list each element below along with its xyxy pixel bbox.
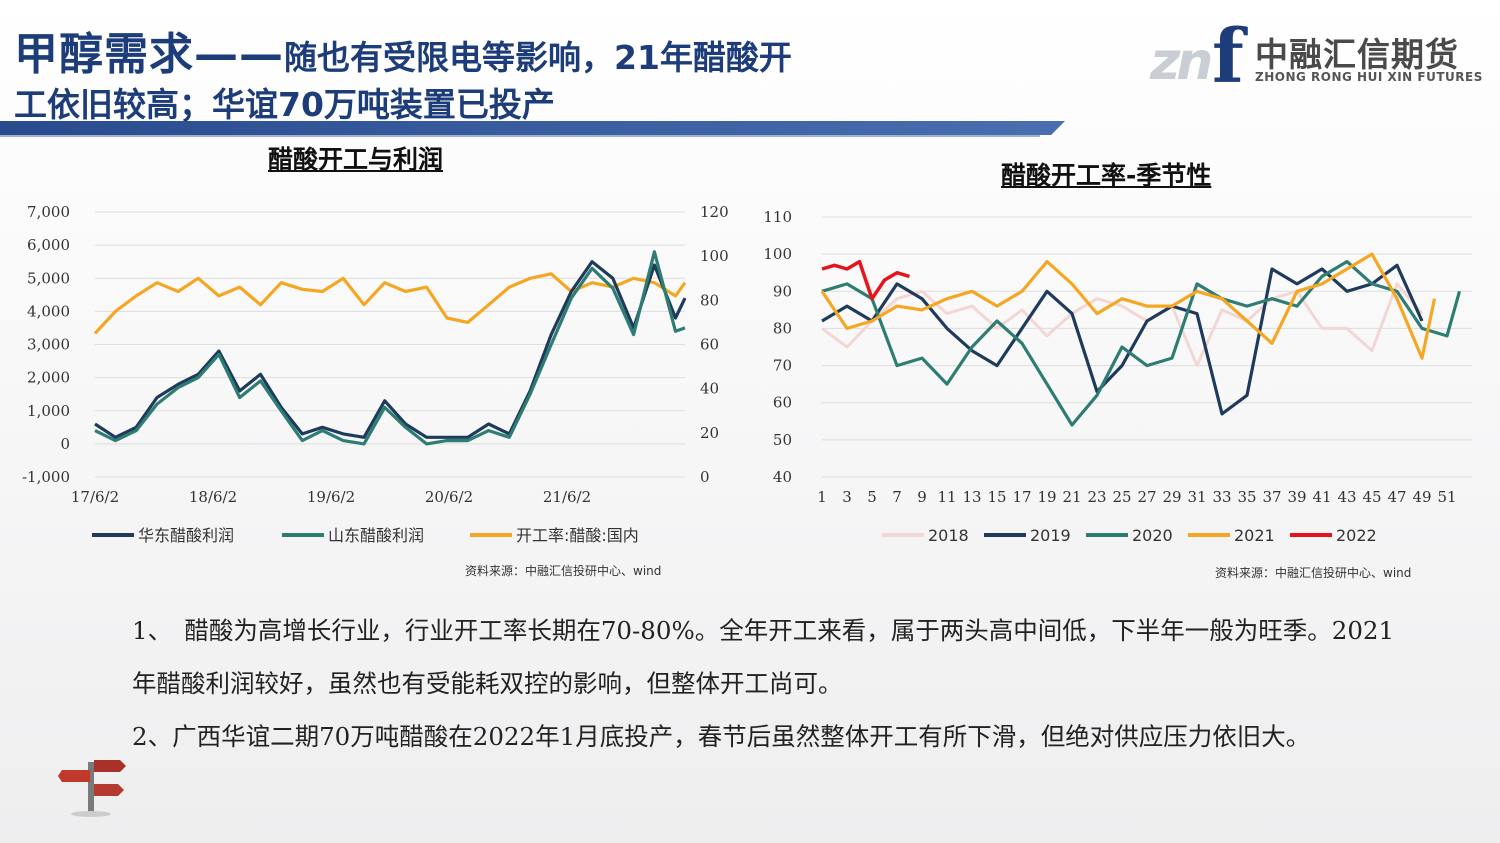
chart2-legend-label: 2019 [1030,526,1071,545]
chart2-x-tick: 43 [1337,488,1356,506]
chart1-series-shandong [94,250,686,446]
chart1-x-tick: 17/6/2 [71,488,119,506]
chart1-y-left-tick: 1,000 [27,402,70,420]
chart2-legend-label: 2021 [1234,526,1275,545]
chart2-x-tick: 13 [962,488,981,506]
chart2-x-tick: 33 [1212,488,1231,506]
chart1-y-left-tick: 5,000 [27,269,70,287]
chart2-y-tick: 90 [773,282,792,300]
chart2-y-tick: 70 [773,357,792,375]
chart2-x-tick: 35 [1237,488,1256,506]
chart1-series-huadong [94,260,687,439]
chart2-legend-label: 2022 [1336,526,1377,545]
chart1-source: 资料来源：中融汇信投研中心、wind [465,564,662,578]
chart1-x-tick: 19/6/2 [307,488,355,506]
chart2-x-tick: 37 [1262,488,1281,506]
chart2-x-tick: 19 [1037,488,1056,506]
chart2-legend-label: 2020 [1132,526,1173,545]
logo-mark-f: f [1212,14,1244,100]
chart2-x-tick: 1 [817,488,827,506]
logo-name-cn: 中融汇信期货 [1255,35,1459,74]
logo-name-en: ZHONG RONG HUI XIN FUTURES [1255,70,1483,84]
chart2-y-tick: 110 [763,208,792,226]
chart2-series-2018 [821,282,1424,368]
chart2-y-tick: 60 [773,394,792,412]
chart2-x-tick: 17 [1012,488,1031,506]
chart1-title: 醋酸开工与利润 [268,145,444,174]
signpost-icon [58,760,126,817]
chart2-x-tick: 47 [1387,488,1406,506]
chart2-y-tick: 50 [773,431,792,449]
chart1-y-left-tick: 4,000 [27,302,70,320]
chart1-y-left-tick: 3,000 [27,336,70,354]
chart2-x-tick: 29 [1162,488,1181,506]
chart2-x-tick: 21 [1062,488,1081,506]
chart2-series-2021 [820,252,1437,360]
chart2-x-tick: 9 [917,488,927,506]
chart1-legend-label: 开工率:醋酸:国内 [516,526,639,545]
chart2-x-tick: 11 [937,488,956,506]
chart2-series-2022 [821,259,910,301]
chart2-x-tick: 23 [1087,488,1106,506]
chart1-x-tick: 21/6/2 [543,488,591,506]
chart1-y-right-tick: 20 [700,424,719,442]
chart1-series-rate [93,272,687,335]
chart1-legend-label: 华东醋酸利润 [138,526,234,545]
chart2-x-tick: 41 [1312,488,1331,506]
chart1-y-left-tick: 2,000 [27,369,70,387]
page-title: 甲醇需求——随也有受限电等影响，21年醋酸开 [14,18,792,82]
chart2-x-tick: 49 [1412,488,1431,506]
chart1-y-right-tick: 120 [700,203,729,221]
chart1-y-right-tick: 0 [700,468,710,486]
body-text: 1、 醋酸为高增长行业，行业开工率长期在70-80%。全年开工来看，属于两头高中… [132,604,1402,763]
chart1-x-tick: 18/6/2 [189,488,237,506]
chart2-x-tick: 45 [1362,488,1381,506]
body-paragraph-1: 1、 醋酸为高增长行业，行业开工率长期在70-80%。全年开工来看，属于两头高中… [132,616,1395,698]
chart2-y-tick: 100 [763,245,792,263]
chart2-x-tick: 7 [892,488,902,506]
title-rest: 随也有受限电等影响，21年醋酸开 [284,38,792,77]
chart1-y-left-tick: -1,000 [22,468,70,486]
chart1-y-right-tick: 60 [700,336,719,354]
chart2-x-tick: 39 [1287,488,1306,506]
company-logo: zn f 中融汇信期货 ZHONG RONG HUI XIN FUTURES [1150,14,1482,100]
chart1-y-right-tick: 80 [700,291,719,309]
chart1-y-right-tick: 40 [700,380,719,398]
chart1-svg: 7,000 6,000 5,000 4,000 3,000 2,000 1,000 0 -1,0… [22,203,729,545]
chart1-x-tick: 20/6/2 [425,488,473,506]
title-main: 甲醇需求—— [14,29,284,80]
chart1-y-left-tick: 6,000 [27,236,70,254]
chart2-series-2020 [821,259,1462,427]
chart2-x-tick: 51 [1437,488,1456,506]
title-underline-bar [0,121,1065,135]
chart2-y-tick: 80 [773,319,792,337]
body-paragraph-2: 2、广西华谊二期70万吨醋酸在2022年1月底投产，春节后虽然整体开工有所下滑，… [132,722,1311,751]
chart2-x-tick: 3 [842,488,852,506]
page-title-line2: 工依旧较高；华谊70万吨装置已投产 [14,85,555,124]
chart2-source: 资料来源：中融汇信投研中心、wind [1215,566,1412,580]
chart1-y-right-tick: 100 [700,247,729,265]
chart2-series-2019 [821,263,1424,416]
chart2-y-tick: 40 [773,468,792,486]
chart1-y-left-tick: 0 [60,435,70,453]
chart2-legend-label: 2018 [928,526,969,545]
chart1-y-left-tick: 7,000 [27,203,70,221]
title-underline-thin [0,135,1040,137]
chart1-legend-label: 山东醋酸利润 [328,526,424,545]
chart2-x-tick: 31 [1187,488,1206,506]
chart2-title: 醋酸开工率-季节性 [1001,161,1212,190]
logo-mark: zn [1150,32,1213,92]
chart2-x-tick: 25 [1112,488,1131,506]
chart2-x-tick: 15 [987,488,1006,506]
chart2-x-tick: 5 [867,488,877,506]
chart2-x-tick: 27 [1137,488,1156,506]
